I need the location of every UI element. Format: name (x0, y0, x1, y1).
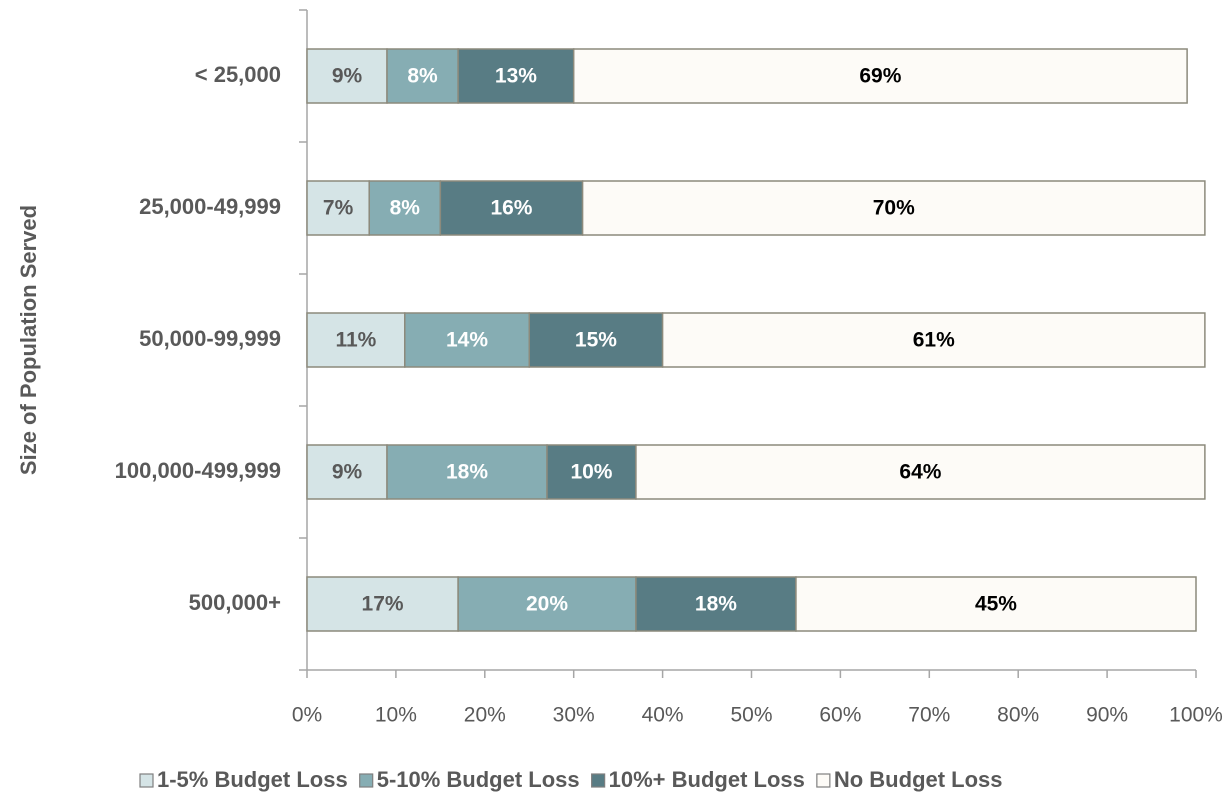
x-tick-label: 70% (908, 704, 950, 727)
bar-segment (661, 312, 1206, 368)
category-label: 25,000-49,999 (139, 194, 281, 219)
value-label: 13% (495, 65, 537, 88)
value-label: 14% (446, 329, 488, 352)
bar-segment (306, 180, 370, 236)
value-label: 61% (913, 329, 955, 352)
value-label: 64% (899, 461, 941, 484)
value-label: 16% (490, 197, 532, 220)
bar-segment (306, 312, 406, 368)
value-label: 7% (323, 197, 354, 220)
value-label: 11% (335, 329, 376, 352)
bar-segment (457, 48, 575, 104)
legend-label: 5-10% Budget Loss (377, 767, 580, 792)
x-tick-label: 100% (1169, 704, 1223, 727)
x-tick-label: 10% (375, 704, 417, 727)
value-label: 9% (332, 461, 363, 484)
bar-segment (572, 48, 1188, 104)
bar-segment (386, 444, 548, 500)
value-label: 70% (873, 197, 915, 220)
bar-segment (581, 180, 1206, 236)
x-tick-label: 80% (997, 704, 1039, 727)
bar-segment (368, 180, 442, 236)
legend-label: No Budget Loss (834, 767, 1003, 792)
bar-segment (306, 48, 388, 104)
value-label: 15% (575, 329, 617, 352)
category-label: < 25,000 (195, 62, 281, 87)
value-label: 45% (975, 593, 1017, 616)
bar-segment (457, 576, 637, 632)
x-tick-label: 0% (292, 704, 322, 727)
bar-segment (635, 444, 1206, 500)
legend-label: 10%+ Budget Loss (609, 767, 805, 792)
value-label: 8% (407, 65, 438, 88)
legend-swatch (816, 773, 831, 788)
x-tick-label: 60% (819, 704, 861, 727)
x-tick-label: 90% (1086, 704, 1128, 727)
value-label: 8% (390, 197, 421, 220)
bar-segment (546, 444, 637, 500)
x-tick-label: 20% (464, 704, 506, 727)
legend-swatch (591, 773, 606, 788)
x-tick-label: 50% (730, 704, 772, 727)
bar-segment (795, 576, 1197, 632)
category-label: 100,000-499,999 (115, 458, 281, 483)
bar-segment (439, 180, 584, 236)
value-label: 10% (570, 461, 612, 484)
value-label: 18% (695, 593, 737, 616)
value-label: 17% (362, 593, 404, 616)
bar-segment (386, 48, 459, 104)
value-label: 9% (332, 65, 363, 88)
value-label: 18% (446, 461, 488, 484)
x-tick-label: 30% (553, 704, 595, 727)
category-label: 500,000+ (189, 590, 281, 615)
value-label: 69% (859, 65, 901, 88)
bar-segment (528, 312, 664, 368)
y-axis-label: Size of Population Served (16, 205, 41, 475)
value-label: 20% (526, 593, 568, 616)
bar-segment (404, 312, 531, 368)
legend-swatch (139, 773, 154, 788)
category-label: 50,000-99,999 (139, 326, 281, 351)
x-tick-label: 40% (642, 704, 684, 727)
legend-label: 1-5% Budget Loss (157, 767, 348, 792)
legend-swatch (359, 773, 374, 788)
